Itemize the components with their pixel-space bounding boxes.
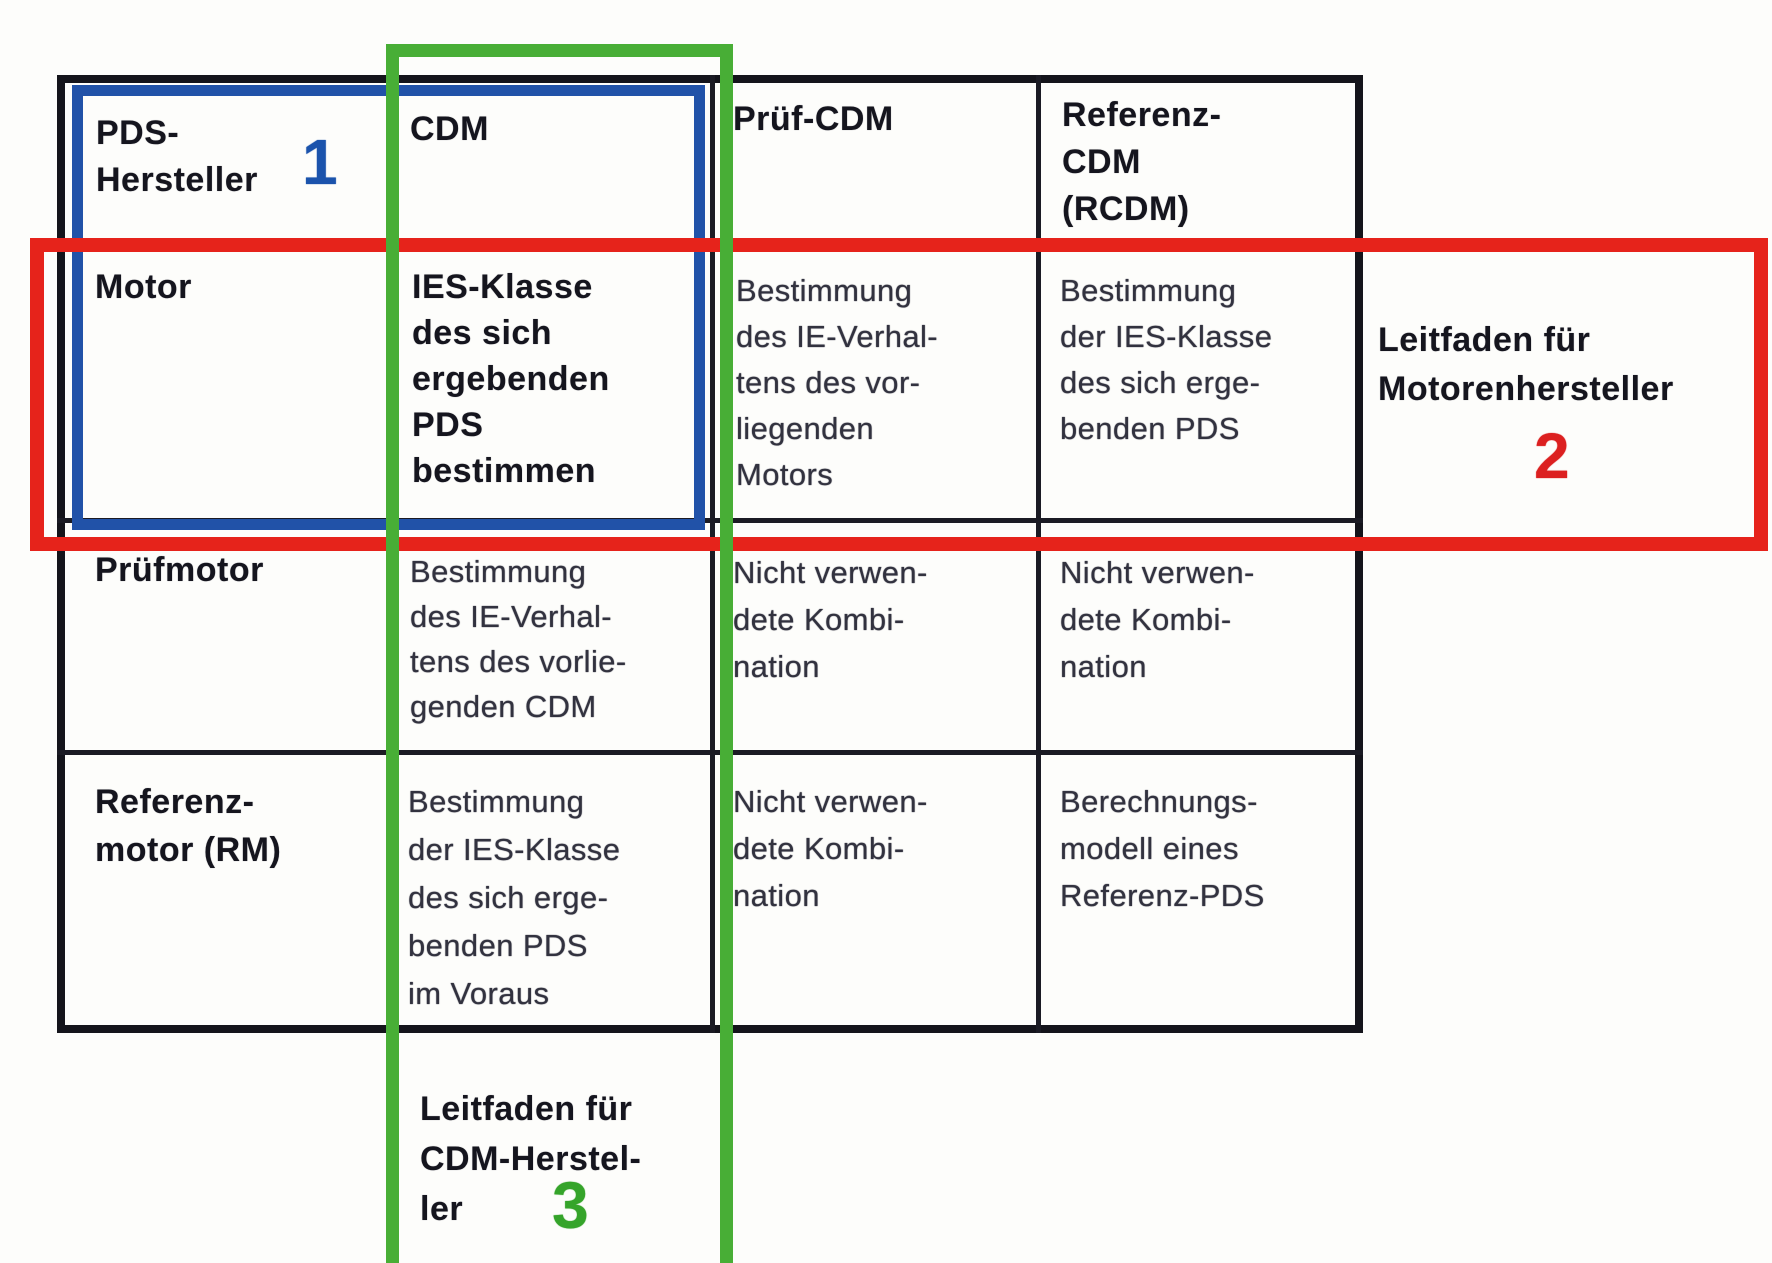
row-header-referenzmotor: Referenz- motor (RM) — [95, 783, 282, 869]
cell-pruefmotor-cdm: Bestimmung des IE-Verhal- tens des vorli… — [410, 554, 627, 724]
header-cell-referenz-cdm: Referenz- CDM (RCDM) — [1062, 96, 1222, 228]
table-col-divider-1 — [391, 75, 396, 1033]
cell-motor-pruefcdm: Bestimmung des IE-Verhal- tens des vor- … — [736, 273, 939, 492]
table-col-divider-2 — [710, 75, 715, 1033]
cell-referenzmotor-pruefcdm: Nicht verwen- dete Kombi- nation — [733, 784, 928, 913]
row-header-pruefmotor: Prüfmotor — [95, 551, 264, 589]
table-row-divider-3 — [57, 750, 1363, 755]
cell-pruefmotor-pruefcdm: Nicht verwen- dete Kombi- nation — [733, 555, 928, 684]
header-cell-cdm: CDM — [410, 110, 489, 148]
cell-referenzmotor-referenzcdm: Berechnungs- modell eines Referenz-PDS — [1060, 784, 1265, 913]
marker-2-number: 2 — [1534, 420, 1570, 492]
marker-3-number: 3 — [552, 1168, 589, 1242]
marker-2-label: Leitfaden für Motorenhersteller — [1378, 321, 1674, 408]
table-row-divider-2 — [57, 518, 1363, 523]
table-row-divider-1 — [57, 245, 1363, 250]
marker-3-label: Leitfaden für CDM-Herstel- ler — [420, 1090, 642, 1228]
cell-motor-cdm: IES-Klasse des sich ergebenden PDS besti… — [412, 268, 610, 490]
marker-1-number: 1 — [302, 126, 338, 198]
row-header-motor: Motor — [95, 268, 192, 306]
cell-referenzmotor-cdm: Bestimmung der IES-Klasse des sich erge-… — [408, 784, 621, 1011]
header-cell-pds-hersteller: PDS- Hersteller — [96, 114, 258, 199]
cell-motor-referenzcdm: Bestimmung der IES-Klasse des sich erge-… — [1060, 273, 1273, 446]
header-cell-pruef-cdm: Prüf-CDM — [733, 100, 894, 138]
table-col-divider-3 — [1036, 75, 1041, 1033]
cell-pruefmotor-referenzcdm: Nicht verwen- dete Kombi- nation — [1060, 555, 1255, 684]
